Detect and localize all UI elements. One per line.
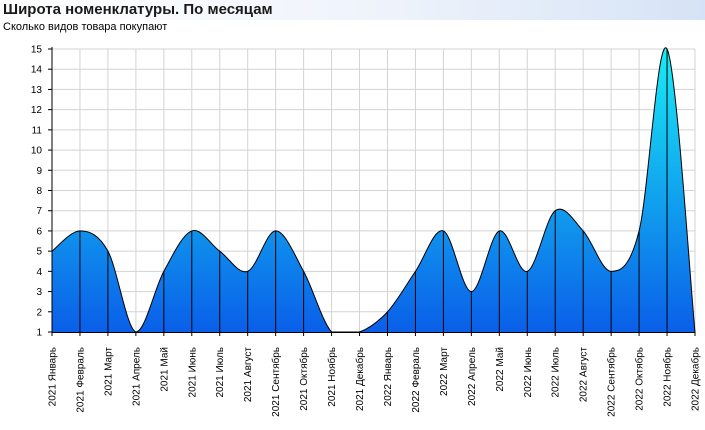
x-tick-label: 2021 Июль bbox=[215, 347, 226, 398]
y-tick-label: 2 bbox=[36, 307, 42, 318]
y-tick-label: 14 bbox=[31, 65, 43, 76]
axes bbox=[48, 47, 696, 336]
y-tick-label: 1 bbox=[36, 328, 42, 339]
area-series bbox=[51, 47, 696, 333]
x-tick-label: 2021 Октябрь bbox=[298, 347, 310, 411]
x-tick-label: 2022 Июль bbox=[551, 347, 562, 398]
x-tick-label: 2022 Август bbox=[579, 347, 590, 403]
x-tick-label: 2021 Январь bbox=[48, 347, 59, 406]
x-tick-label: 2022 Март bbox=[439, 347, 450, 396]
x-tick-label: 2021 Август bbox=[243, 347, 254, 403]
x-tick-label: 2021 Март bbox=[103, 347, 114, 396]
x-tick-label: 2022 Апрель bbox=[467, 347, 478, 406]
x-tick-label: 2022 Июнь bbox=[523, 347, 534, 397]
y-tick-label: 7 bbox=[36, 206, 42, 217]
x-tick-label: 2022 Ноябрь bbox=[662, 347, 674, 407]
x-tick-label: 2022 Февраль bbox=[411, 347, 422, 413]
chart-header bbox=[0, 0, 705, 20]
x-tick-label: 2021 Декабрь bbox=[354, 347, 366, 411]
chart-subtitle: Сколько видов товара покупают bbox=[3, 21, 168, 33]
drop-lines bbox=[51, 49, 668, 332]
y-tick-label: 10 bbox=[31, 146, 43, 157]
x-tick-label: 2022 Январь bbox=[383, 347, 394, 406]
y-tick-label: 5 bbox=[36, 247, 42, 258]
x-tick-label: 2021 Ноябрь bbox=[326, 347, 338, 407]
x-tick-label: 2022 Декабрь bbox=[690, 347, 702, 411]
y-tick-label: 12 bbox=[31, 105, 43, 116]
x-tick-label: 2021 Апрель bbox=[131, 347, 142, 406]
y-tick-label: 11 bbox=[32, 125, 43, 136]
area-fill bbox=[52, 47, 695, 332]
x-tick-label: 2022 Сентябрь bbox=[606, 347, 618, 417]
y-tick-label: 9 bbox=[36, 166, 42, 177]
x-tick-label: 2021 Сентябрь bbox=[270, 347, 282, 417]
x-tick-label: 2021 Май bbox=[159, 347, 170, 392]
y-tick-label: 4 bbox=[36, 267, 42, 278]
x-tick-label: 2021 Февраль bbox=[75, 347, 86, 413]
y-tick-label: 3 bbox=[36, 287, 42, 298]
x-tick-label: 2021 Июнь bbox=[187, 347, 198, 397]
y-tick-label: 6 bbox=[36, 226, 42, 237]
y-tick-label: 8 bbox=[36, 186, 42, 197]
x-tick-label: 2022 Май bbox=[495, 347, 506, 392]
y-tick-label: 13 bbox=[31, 85, 43, 96]
x-tick-label: 2022 Октябрь bbox=[634, 347, 646, 411]
y-tick-label: 15 bbox=[31, 45, 43, 56]
chart-title: Широта номенклатуры. По месяцам bbox=[3, 1, 273, 18]
